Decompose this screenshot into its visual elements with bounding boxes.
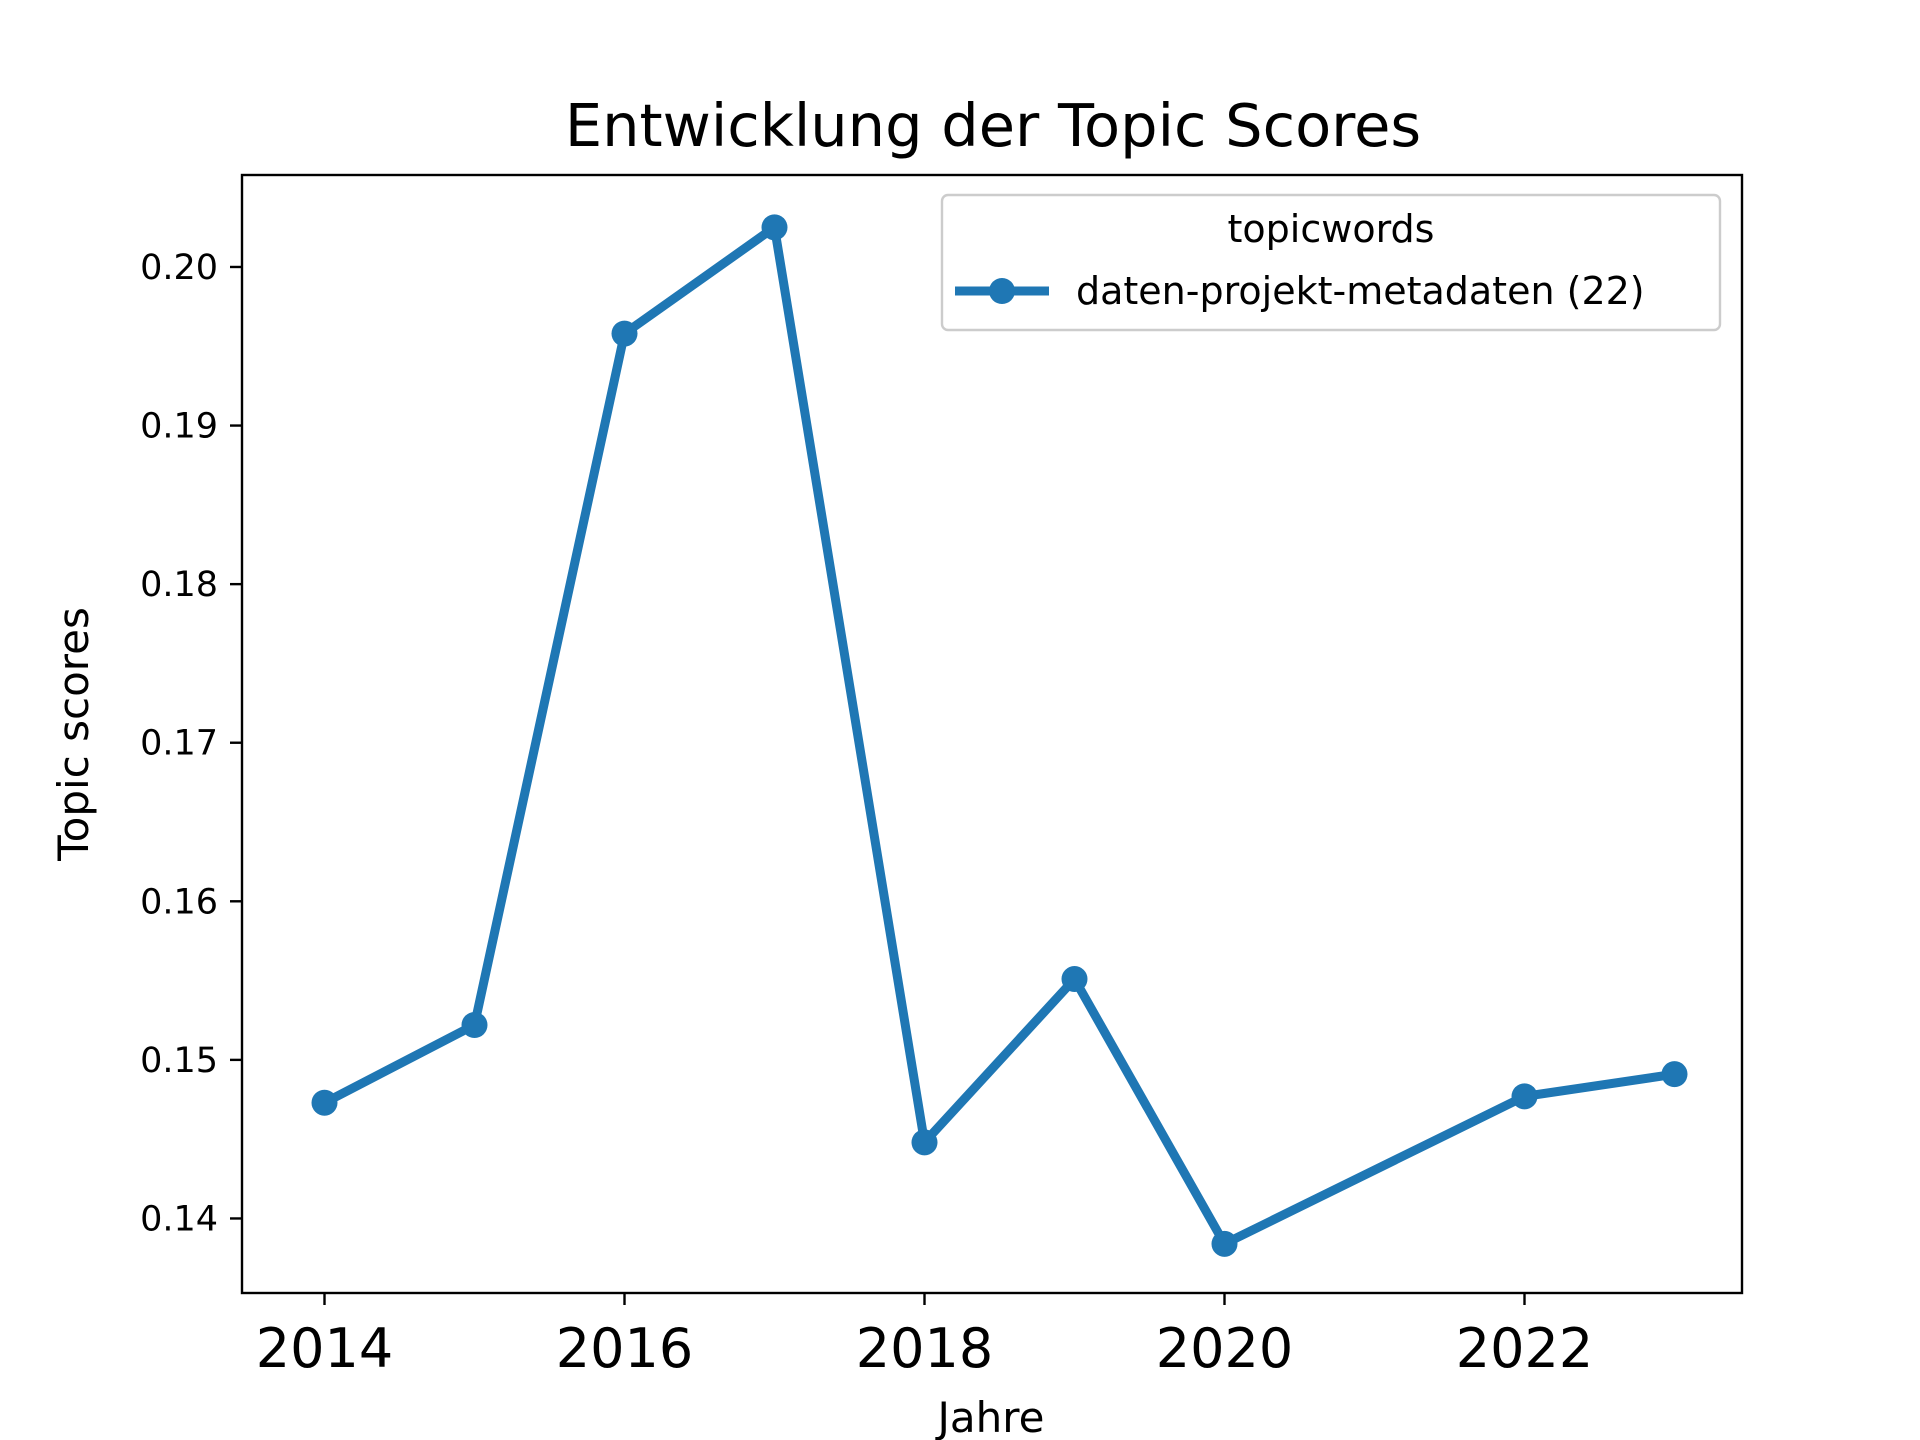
legend-title: topicwords [1228,207,1435,251]
y-tick-label: 0.20 [140,248,218,288]
x-tick-label: 2014 [256,1317,393,1380]
y-tick-label: 0.17 [140,724,218,764]
x-tick-label: 2020 [1156,1317,1293,1380]
x-tick-label: 2018 [856,1317,993,1380]
data-point [311,1089,338,1116]
x-tick-label: 2022 [1456,1317,1593,1380]
x-axis-label: Jahre [935,1393,1045,1440]
series-line [320,222,1679,1249]
y-axis: 0.14 0.15 0.16 0.17 0.18 0.19 0.20 [140,248,242,1239]
legend: topicwords daten-projekt-metadaten (22) [940,193,1722,332]
y-tick-label: 0.16 [140,882,218,922]
x-axis: 2014 2016 2018 2020 2022 [256,1293,1593,1380]
y-tick-label: 0.15 [140,1041,218,1081]
legend-label: daten-projekt-metadaten (22) [1076,269,1645,313]
y-tick-label: 0.18 [140,565,218,605]
plot-series [311,214,1688,1257]
x-tick-label: 2016 [556,1317,693,1380]
data-point [611,320,638,347]
legend-box [940,193,1722,332]
chart-title: Entwicklung der Topic Scores [565,91,1421,160]
data-point [911,1129,938,1156]
legend-swatch-marker [989,278,1015,304]
y-tick-label: 0.19 [140,407,218,447]
data-point [461,1011,488,1038]
plot-frame [240,173,1744,1295]
data-point [761,214,788,241]
y-axis-label: Topic scores [49,607,98,862]
data-point [1211,1230,1238,1257]
data-point [1061,966,1088,993]
y-tick-label: 0.14 [140,1199,218,1239]
data-point [1511,1083,1538,1110]
data-point [1661,1061,1688,1088]
